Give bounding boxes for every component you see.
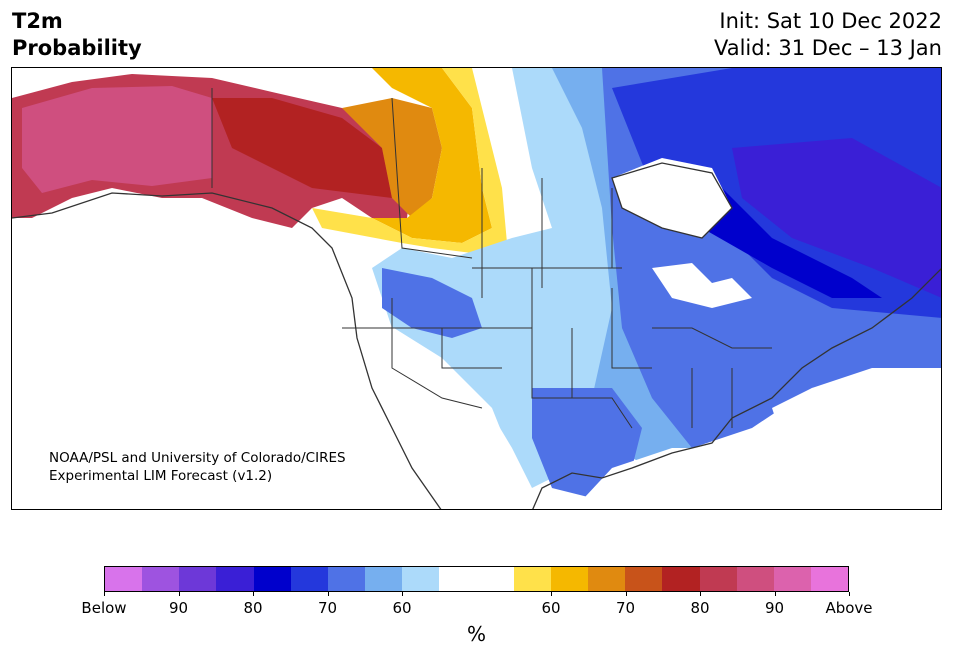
colorbar-swatch: [105, 567, 143, 591]
pacific-ocean: [12, 218, 431, 509]
colorbar-tick-label: 80: [690, 599, 710, 617]
data-credit: NOAA/PSL and University of Colorado/CIRE…: [49, 449, 346, 485]
colorbar-tick-label: 90: [168, 599, 189, 617]
colorbar-swatch: [327, 567, 366, 591]
colorbar-swatch: [476, 567, 514, 591]
colorbar-swatch: [402, 567, 440, 591]
colorbar-swatch: [662, 567, 700, 591]
colorbar-tick-label: 60: [392, 599, 412, 617]
rockies-blue: [382, 268, 482, 338]
atlantic-ocean: [772, 368, 941, 509]
colorbar-swatch: [773, 567, 811, 591]
colorbar-swatch: [290, 567, 328, 591]
bc-yellow: [312, 68, 507, 253]
colorbar-tick-label: 90: [764, 599, 785, 617]
colorbar-swatch: [513, 567, 551, 591]
colorbar: [104, 566, 849, 592]
prairies-lightblue: [372, 68, 642, 488]
alaska-core: [22, 86, 212, 193]
colorbar-swatch: [810, 567, 849, 591]
map-canvas: [12, 68, 941, 509]
colorbar-tick-mark: [551, 592, 552, 596]
colorbar-tick-mark: [625, 592, 627, 596]
bc-gold: [372, 68, 492, 243]
probability-map: [11, 67, 942, 510]
colorbar-tick-label: 80: [243, 599, 263, 617]
colorbar-tick-label: 60: [541, 599, 561, 617]
colorbar-swatch: [439, 567, 477, 591]
gulf-of-mexico: [573, 448, 811, 509]
colorbar-swatch: [550, 567, 589, 591]
southwest-white: [362, 308, 512, 509]
colorbar-swatch: [216, 567, 254, 591]
colorbar-tick-mark: [402, 592, 403, 596]
great-lakes: [652, 263, 752, 308]
credit-line-2: Experimental LIM Forecast (v1.2): [49, 468, 273, 484]
colorbar-swatch: [142, 567, 180, 591]
colorbar-swatch: [699, 567, 737, 591]
colorbar-tick-label: Below: [81, 599, 127, 617]
init-date: Init: Sat 10 Dec 2022: [719, 9, 942, 33]
colorbar-tick-mark: [700, 592, 701, 596]
colorbar-tick-mark: [774, 592, 776, 596]
colorbar-swatch: [179, 567, 217, 591]
colorbar-tick-mark: [178, 592, 180, 596]
title-variable: T2m: [12, 9, 63, 33]
credit-line-1: NOAA/PSL and University of Colorado/CIRE…: [49, 450, 346, 466]
title-field: Probability: [12, 36, 142, 60]
bc-orange: [342, 98, 442, 218]
colorbar-swatch: [253, 567, 291, 591]
colorbar-tick-label: Above: [825, 599, 873, 617]
colorbar-tick-mark: [849, 592, 850, 596]
labrador-purple: [732, 138, 941, 298]
colorbar-swatch: [588, 567, 626, 591]
colorbar-tick-mark: [253, 592, 254, 596]
colorbar-tick-mark: [104, 592, 105, 596]
colorbar-swatch: [625, 567, 663, 591]
yukon-red: [212, 98, 392, 198]
colorbar-swatch: [365, 567, 403, 591]
colorbar-swatch: [736, 567, 774, 591]
colorbar-tick-label: 70: [317, 599, 338, 617]
colorbar-tick-label: 70: [615, 599, 636, 617]
colorbar-unit-label: %: [466, 622, 486, 646]
coastlines: [12, 162, 941, 509]
map-title: T2m Probability: [12, 8, 142, 62]
colorbar-tick-mark: [327, 592, 329, 596]
forecast-dates: Init: Sat 10 Dec 2022 Valid: 31 Dec – 13…: [714, 8, 942, 62]
valid-range: Valid: 31 Dec – 13 Jan: [713, 36, 942, 60]
